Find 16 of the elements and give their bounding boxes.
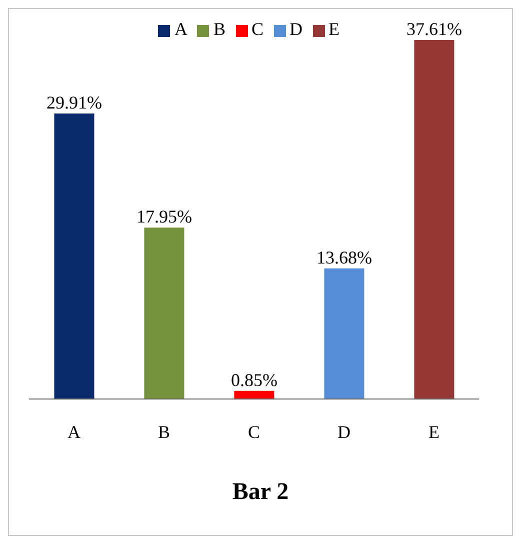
data-label: 37.61% xyxy=(406,19,462,39)
data-label: 29.91% xyxy=(46,92,102,112)
data-label: 0.85% xyxy=(230,370,278,390)
legend-label: A xyxy=(174,19,188,39)
legend-label: B xyxy=(213,19,226,39)
data-label: 13.68% xyxy=(316,247,372,268)
legend-label: C xyxy=(252,19,264,39)
text: Bar 2 xyxy=(231,479,290,506)
x-tick-label: B xyxy=(158,422,170,442)
x-tick-label: E xyxy=(428,422,440,442)
x-tick-label: D xyxy=(338,422,350,442)
legend-label: D xyxy=(290,19,303,39)
x-tick-label: C xyxy=(248,422,260,442)
data-label: 17.95% xyxy=(136,206,192,227)
x-tick-label: A xyxy=(68,422,80,442)
legend-label: E xyxy=(328,19,340,39)
